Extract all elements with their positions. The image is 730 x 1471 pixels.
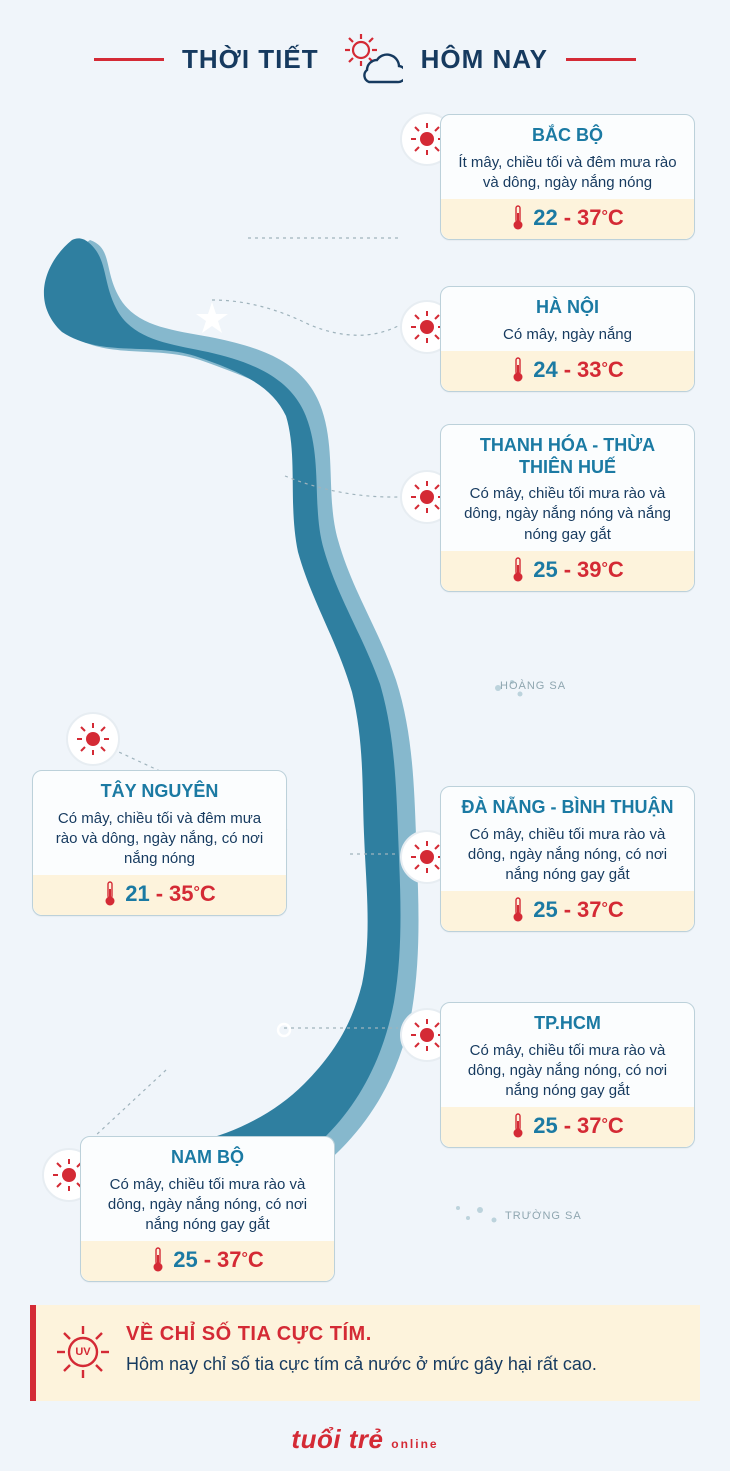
temp-row: 24 - 33°C [441,351,694,391]
region-title: BẮC BỘ [441,115,694,153]
thermometer-icon [103,881,117,907]
temp-row: 21 - 35°C [33,875,286,915]
uv-sun-icon: UV [54,1323,112,1381]
temp-row: 25 - 37°C [81,1241,334,1281]
thermometer-icon [511,357,525,383]
temp-min: 25 [533,557,557,583]
card-hanoi: HÀ NỘI Có mây, ngày nắng 24 - 33°C [440,286,695,392]
region-title: HÀ NỘI [441,287,694,325]
region-desc: Có mây, chiều tối mưa rào và dông, ngày … [441,484,694,551]
uv-index-box: UV VỀ CHỈ SỐ TIA CỰC TÍM. Hôm nay chỉ số… [30,1305,700,1401]
temp-min: 25 [533,897,557,923]
temp-row: 22 - 37°C [441,199,694,239]
sun-icon-taynguyen [66,712,120,766]
card-tphcm: TP.HCM Có mây, chiều tối mưa rào và dông… [440,1002,695,1148]
region-title: THANH HÓA - THỪA THIÊN HUẾ [441,425,694,484]
card-taynguyen: TÂY NGUYÊN Có mây, chiều tối và đêm mưa … [32,770,287,916]
temp-min: 21 [125,881,149,907]
temp-max: 37°C [577,1113,624,1139]
temp-max: 37°C [577,205,624,231]
card-bacbo: BẮC BỘ Ít mây, chiều tối và đêm mưa rào … [440,114,695,240]
region-title: NAM BỘ [81,1137,334,1175]
thermometer-icon [511,557,525,583]
region-title: TÂY NGUYÊN [33,771,286,809]
region-desc: Có mây, chiều tối và đêm mưa rào và dông… [33,809,286,876]
temp-row: 25 - 37°C [441,1107,694,1147]
region-desc: Có mây, chiều tối mưa rào và dông, ngày … [441,1041,694,1108]
temp-dash: - [156,881,163,907]
temp-row: 25 - 37°C [441,891,694,931]
temp-dash: - [564,897,571,923]
region-desc: Ít mây, chiều tối và đêm mưa rào và dông… [441,153,694,200]
temp-dash: - [564,1113,571,1139]
card-danang: ĐÀ NẴNG - BÌNH THUẬN Có mây, chiều tối m… [440,786,695,932]
temp-dash: - [564,557,571,583]
temp-min: 22 [533,205,557,231]
logo-sub: online [391,1437,438,1451]
logo: tuổi trẻ online [0,1424,730,1455]
temp-max: 37°C [577,897,624,923]
region-title: ĐÀ NẴNG - BÌNH THUẬN [441,787,694,825]
temp-max: 35°C [169,881,216,907]
region-desc: Có mây, chiều tối mưa rào và dông, ngày … [81,1175,334,1242]
thermometer-icon [511,205,525,231]
thermometer-icon [511,1113,525,1139]
uv-title: VỀ CHỈ SỐ TIA CỰC TÍM. [126,1323,678,1346]
temp-min: 25 [173,1247,197,1273]
card-nambo: NAM BỘ Có mây, chiều tối mưa rào và dông… [80,1136,335,1282]
temp-max: 33°C [577,357,624,383]
region-desc: Có mây, ngày nắng [441,325,694,351]
temp-dash: - [564,205,571,231]
temp-max: 37°C [217,1247,264,1273]
card-thanhhoa: THANH HÓA - THỪA THIÊN HUẾ Có mây, chiều… [440,424,695,592]
temp-min: 24 [533,357,557,383]
temp-dash: - [564,357,571,383]
temp-max: 39°C [577,557,624,583]
temp-min: 25 [533,1113,557,1139]
temp-row: 25 - 39°C [441,551,694,591]
region-desc: Có mây, chiều tối mưa rào và dông, ngày … [441,825,694,892]
logo-main: tuổi trẻ [291,1424,383,1454]
region-title: TP.HCM [441,1003,694,1041]
uv-text: Hôm nay chỉ số tia cực tím cả nước ở mức… [126,1352,678,1376]
temp-dash: - [204,1247,211,1273]
thermometer-icon [151,1247,165,1273]
thermometer-icon [511,897,525,923]
uv-label: UV [75,1346,90,1358]
